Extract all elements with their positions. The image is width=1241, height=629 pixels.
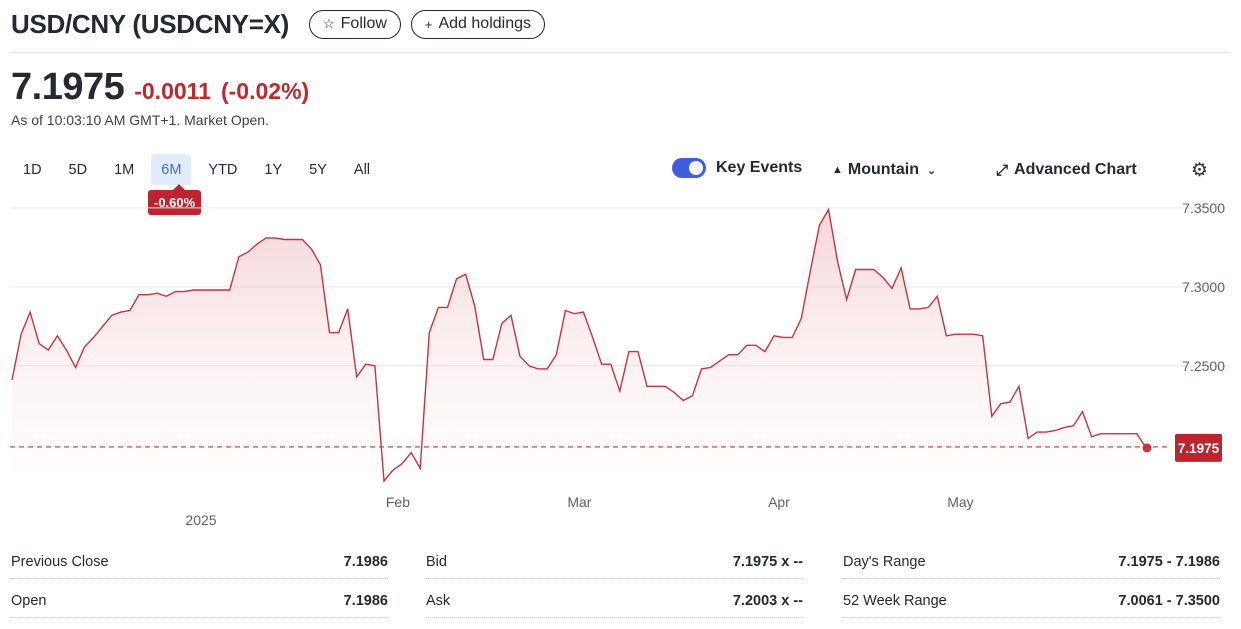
price-line	[11, 207, 1147, 483]
plus-icon: +	[424, 16, 433, 32]
stat-row: 52 Week Range 7.0061 - 7.3500	[843, 584, 1220, 618]
advanced-chart-button[interactable]: ⤢ Advanced Chart	[996, 158, 1137, 182]
follow-button[interactable]: ☆ Follow	[309, 9, 401, 39]
stat-row: Bid 7.1975 x --	[426, 545, 803, 579]
last-price-tag	[1175, 433, 1222, 462]
stat-label: Day's Range	[843, 553, 926, 570]
stat-label: Previous Close	[11, 553, 109, 570]
price-change: -0.0011	[134, 78, 211, 104]
stat-value: 7.1975 x --	[732, 553, 803, 570]
chart-type-dropdown[interactable]: ▲ Mountain ⌄	[832, 158, 936, 182]
page-title: USD/CNY (USDCNY=X)	[11, 8, 289, 39]
follow-label: Follow	[340, 15, 387, 32]
stat-label: Open	[11, 592, 47, 609]
price-area	[12, 209, 1146, 482]
y-tick-label: 7.3500	[1182, 200, 1225, 216]
add-holdings-button[interactable]: + Add holdings	[410, 9, 545, 39]
stat-value: 7.2003 x --	[732, 592, 803, 609]
range-tabs: 1D 5D 1M 6M YTD 1Y 5Y All	[13, 154, 387, 185]
range-tab-ytd[interactable]: YTD	[208, 161, 238, 178]
last-price-label: 7.1975	[1178, 441, 1220, 456]
stat-row: Previous Close 7.1986	[11, 545, 388, 579]
last-price-dot	[1142, 443, 1152, 453]
current-price: 7.1975	[11, 66, 125, 108]
stat-label: Bid	[426, 553, 447, 570]
stat-value: 7.1986	[343, 553, 388, 570]
range-tab-5d[interactable]: 5D	[68, 161, 88, 178]
x-tick-label: Apr	[768, 494, 790, 510]
add-holdings-label: Add holdings	[438, 15, 531, 32]
market-time: As of 10:03:10 AM GMT+1. Market Open.	[11, 112, 269, 128]
stat-row: Day's Range 7.1975 - 7.1986	[843, 545, 1220, 579]
range-tab-1m[interactable]: 1M	[114, 161, 135, 178]
stat-value: 7.0061 - 7.3500	[1118, 592, 1220, 609]
quote-header: USD/CNY (USDCNY=X) ☆ Follow + Add holdin…	[11, 6, 545, 42]
x-tick-label: May	[947, 494, 973, 510]
stat-label: Ask	[426, 592, 451, 609]
range-tab-5y[interactable]: 5Y	[309, 161, 327, 178]
stat-row: Open 7.1986	[11, 584, 388, 618]
advanced-chart-label: Advanced Chart	[1014, 161, 1137, 178]
range-tab-6m[interactable]: 6M	[151, 154, 192, 185]
key-events-label: Key Events	[716, 159, 803, 176]
range-performance-badge: -0.60%	[148, 184, 202, 215]
chart-type-label: Mountain	[847, 161, 919, 178]
price-chart[interactable]: 7.3500 7.3000 7.2500 Feb Mar Apr May 2025 7.19…	[0, 200, 1241, 530]
key-events-control: Key Events	[672, 158, 802, 178]
header-divider	[11, 52, 1229, 53]
range-tab-1d[interactable]: 1D	[23, 161, 42, 178]
year-label: 2025	[185, 512, 216, 528]
chevron-down-icon: ⌄	[926, 164, 937, 177]
price-row: 7.1975 -0.0011 (-0.02%)	[11, 66, 309, 109]
toggle-knob	[689, 161, 703, 175]
y-tick-label: 7.3000	[1182, 279, 1225, 295]
stat-value: 7.1975 - 7.1986	[1118, 553, 1220, 570]
mountain-icon: ▲	[832, 164, 843, 176]
range-tab-1y[interactable]: 1Y	[264, 161, 283, 178]
price-change-percent: (-0.02%)	[220, 78, 310, 104]
stat-row: Ask 7.2003 x --	[426, 584, 803, 618]
x-tick-label: Mar	[567, 494, 591, 510]
expand-icon: ⤢	[996, 161, 1009, 179]
range-tab-all[interactable]: All	[353, 161, 371, 178]
star-icon: ☆	[323, 16, 335, 31]
gear-icon[interactable]: ⚙	[1191, 160, 1209, 181]
stat-value: 7.1986	[343, 592, 388, 609]
key-events-toggle[interactable]	[672, 158, 706, 178]
x-tick-label: Feb	[386, 494, 410, 510]
y-tick-label: 7.2500	[1182, 358, 1225, 374]
stat-label: 52 Week Range	[843, 592, 947, 609]
